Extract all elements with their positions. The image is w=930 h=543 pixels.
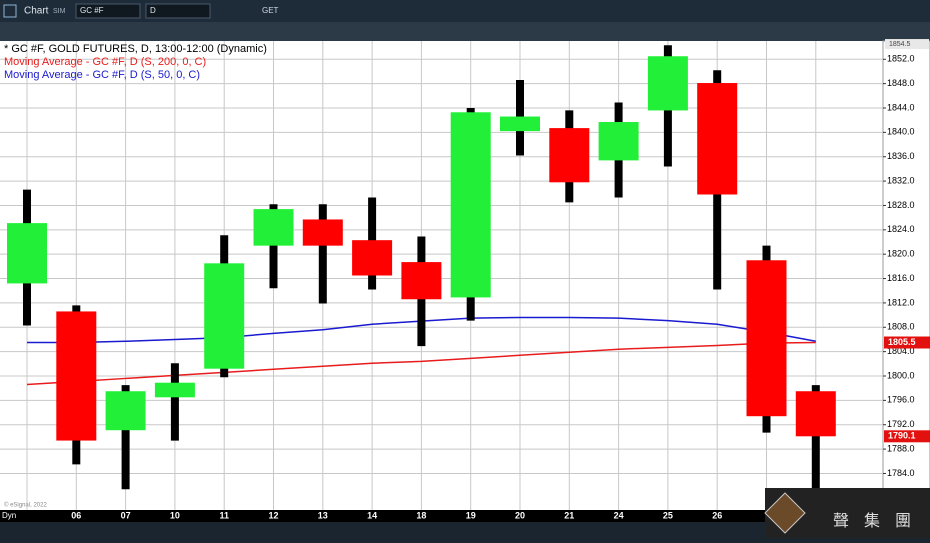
candle-body: [56, 311, 97, 441]
moving-average-line: [26, 341, 816, 386]
y-tick-label: 1820.0: [887, 249, 915, 259]
candle-body: [204, 263, 245, 369]
chart-title: * GC #F, GOLD FUTURES, D, 13:00-12:00 (D…: [4, 43, 267, 55]
candle-body: [598, 122, 639, 161]
app-title: Chart: [24, 6, 49, 17]
title-bar: [0, 0, 930, 22]
candle-body: [302, 219, 343, 246]
x-tick-label: 26: [712, 510, 722, 520]
y-tick-label: 1812.0: [887, 297, 915, 307]
price-tag: [884, 430, 930, 443]
top-price-box: [885, 39, 929, 50]
time-axis: [0, 510, 930, 522]
candle-body: [401, 262, 442, 300]
x-tick-label: 10: [170, 510, 180, 520]
candle-body: [746, 260, 787, 417]
candle-body: [697, 83, 738, 195]
y-tick-label: 1852.0: [887, 54, 915, 64]
candle-body: [253, 209, 294, 246]
y-tick-label: 1784.0: [887, 468, 915, 478]
dyn-label: Dyn: [2, 511, 16, 520]
candle-body: [7, 223, 47, 284]
x-tick-label: 19: [466, 510, 476, 520]
price-tag-label: 1790.1: [888, 431, 916, 441]
candle-body: [500, 116, 540, 132]
get-button[interactable]: GET: [262, 6, 279, 15]
logo-char: 團: [895, 513, 911, 530]
x-tick-label: 24: [614, 510, 624, 520]
x-tick-label: 20: [515, 510, 525, 520]
x-tick-label: 13: [318, 510, 328, 520]
candle-body: [105, 391, 146, 431]
x-tick-label: 21: [564, 510, 574, 520]
x-tick-label: 14: [367, 510, 377, 520]
candle-body: [154, 382, 195, 398]
interval-input[interactable]: D: [150, 6, 156, 15]
top-price-label: 1854.5: [889, 41, 911, 48]
chart-icon: [3, 4, 17, 18]
logo-mark: [764, 492, 806, 534]
logo-char: 集: [864, 512, 880, 530]
drawing-toolbar: [0, 22, 930, 41]
legend-entry: Moving Average - GC #F, D (S, 200, 0, C): [4, 56, 206, 68]
x-tick-label: 07: [121, 510, 131, 520]
candle-body: [450, 112, 491, 298]
x-tick-label: 18: [416, 510, 426, 520]
x-tick-label: 25: [663, 510, 673, 520]
y-tick-label: 1796.0: [887, 395, 915, 405]
y-tick-label: 1804.0: [887, 346, 915, 356]
candle-body: [549, 128, 590, 183]
candle-body: [795, 391, 836, 437]
x-tick-label: 11: [219, 510, 229, 520]
y-tick-label: 1828.0: [887, 200, 915, 210]
plot: [0, 41, 883, 510]
y-tick-label: 1800.0: [887, 370, 915, 380]
price-tag: [884, 336, 930, 349]
symbol-input[interactable]: GC #F: [80, 6, 104, 15]
y-tick-label: 1832.0: [887, 175, 915, 185]
x-tick-label: 12: [268, 510, 278, 520]
status-bar: [0, 522, 930, 538]
copyright: © eSignal, 2022: [4, 502, 47, 509]
symbol-box[interactable]: [75, 3, 141, 19]
y-tick-label: 1840.0: [887, 127, 915, 137]
y-tick-label: 1808.0: [887, 322, 915, 332]
legend-entry: Moving Average - GC #F, D (S, 50, 0, C): [4, 69, 200, 81]
y-tick-label: 1836.0: [887, 151, 915, 161]
y-tick-label: 1816.0: [887, 273, 915, 283]
interval-box[interactable]: [145, 3, 211, 19]
candle-body: [647, 56, 688, 111]
y-tick-label: 1792.0: [887, 419, 915, 429]
x-tick-label: 06: [71, 510, 81, 520]
y-tick-label: 1788.0: [887, 443, 915, 453]
candle-body: [352, 240, 393, 276]
y-tick-label: 1848.0: [887, 78, 915, 88]
logo-char: 聲: [833, 512, 849, 530]
y-tick-label: 1824.0: [887, 224, 915, 234]
y-tick-label: 1844.0: [887, 102, 915, 112]
price-tag-label: 1805.5: [888, 337, 916, 347]
mode-label: SIM: [53, 8, 66, 15]
